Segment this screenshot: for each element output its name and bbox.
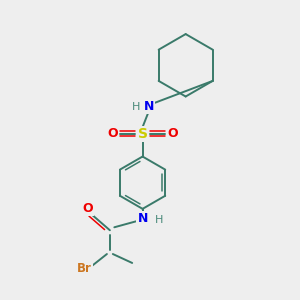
- Text: O: O: [167, 127, 178, 140]
- Text: N: N: [137, 212, 148, 225]
- Text: N: N: [144, 100, 154, 113]
- Text: Br: Br: [77, 262, 92, 275]
- Text: S: S: [138, 127, 148, 141]
- Text: H: H: [155, 215, 163, 225]
- Text: O: O: [82, 202, 93, 215]
- Text: O: O: [107, 127, 118, 140]
- Text: H: H: [132, 102, 140, 112]
